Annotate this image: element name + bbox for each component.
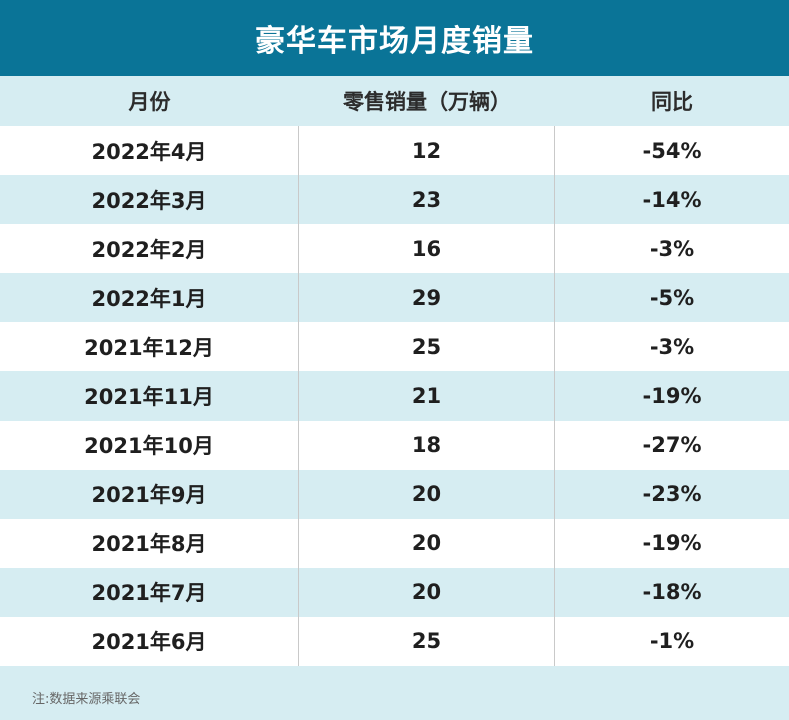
- table-row: 2021年12月 25 -3%: [0, 322, 789, 372]
- table-body: 2022年4月 12 -54% 2022年3月 23 -14% 2022年2月 16 -3% 20…: [0, 126, 789, 667]
- cell-month: 2021年7月: [0, 567, 299, 617]
- table-row: 2022年3月 23 -14%: [0, 175, 789, 225]
- cell-month: 2021年9月: [0, 469, 299, 519]
- cell-yoy: -19%: [642, 384, 702, 409]
- cell-sales: 20: [299, 469, 555, 519]
- cell-month: 2021年11月: [0, 371, 299, 421]
- cell-yoy: -5%: [649, 285, 695, 310]
- cell-month: 2022年2月: [0, 224, 299, 274]
- cell-sales: 20: [299, 518, 555, 568]
- cell-yoy: -14%: [642, 187, 702, 212]
- cell-sales: 25: [299, 322, 555, 372]
- table-title: 豪华车市场月度销量: [0, 0, 789, 76]
- table-row: 2022年1月 29 -5%: [0, 273, 789, 323]
- table-row: 2021年10月 18 -27%: [0, 420, 789, 470]
- cell-sales: 18: [299, 420, 555, 470]
- cell-sales: 20: [299, 567, 555, 617]
- table-row: 2021年9月 20 -23%: [0, 469, 789, 519]
- cell-month: 2022年1月: [0, 273, 299, 323]
- cell-yoy: -23%: [642, 482, 702, 507]
- cell-month: 2021年10月: [0, 420, 299, 470]
- cell-yoy: -3%: [649, 236, 695, 261]
- cell-month: 2021年12月: [0, 322, 299, 372]
- table-row: 2022年4月 12 -54%: [0, 126, 789, 176]
- table-row: 2021年11月 21 -19%: [0, 371, 789, 421]
- cell-yoy: -27%: [642, 433, 702, 458]
- table-row: 2021年8月 20 -19%: [0, 518, 789, 568]
- table-header: 月份 零售销量（万辆） 同比: [0, 76, 789, 126]
- cell-yoy: -3%: [649, 334, 695, 359]
- cell-yoy: -19%: [642, 531, 702, 556]
- footnote: 注:数据来源乘联会: [32, 692, 141, 707]
- cell-yoy: -18%: [642, 580, 702, 605]
- header-yoy: 同比: [651, 90, 693, 114]
- cell-month: 2021年8月: [0, 518, 299, 568]
- table-row: 2021年7月 20 -18%: [0, 567, 789, 617]
- cell-sales: 25: [299, 616, 555, 667]
- cell-month: 2022年3月: [0, 175, 299, 225]
- cell-month: 2022年4月: [0, 126, 299, 176]
- cell-sales: 16: [299, 224, 555, 274]
- cell-yoy: -54%: [642, 138, 702, 163]
- cell-sales: 12: [299, 126, 555, 176]
- cell-yoy: -1%: [649, 629, 695, 654]
- cell-month: 2021年6月: [0, 616, 299, 667]
- header-sales: 零售销量（万辆）: [343, 90, 511, 114]
- cell-sales: 21: [299, 371, 555, 421]
- table-row: 2021年6月 25 -1%: [0, 616, 789, 667]
- header-month: 月份: [128, 90, 171, 114]
- table-row: 2022年2月 16 -3%: [0, 224, 789, 274]
- cell-sales: 23: [299, 175, 555, 225]
- cell-sales: 29: [299, 273, 555, 323]
